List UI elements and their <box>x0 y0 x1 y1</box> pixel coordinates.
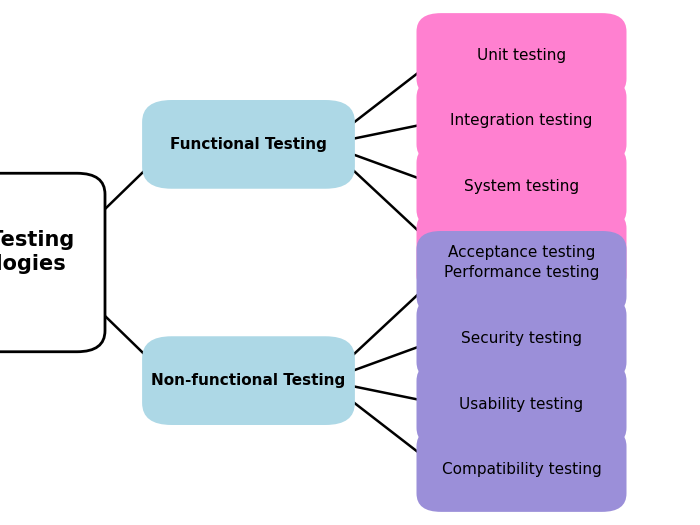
Text: Integration testing: Integration testing <box>450 113 593 128</box>
Text: System testing: System testing <box>464 179 579 194</box>
Text: Usability testing: Usability testing <box>459 397 584 412</box>
Text: Acceptance testing: Acceptance testing <box>448 245 595 259</box>
FancyBboxPatch shape <box>142 336 355 425</box>
FancyBboxPatch shape <box>416 13 626 97</box>
FancyBboxPatch shape <box>416 362 626 446</box>
Text: Unit testing: Unit testing <box>477 48 566 62</box>
FancyBboxPatch shape <box>416 144 626 228</box>
FancyBboxPatch shape <box>416 297 626 381</box>
Text: Compatibility testing: Compatibility testing <box>442 463 601 477</box>
Text: Functional Testing: Functional Testing <box>170 137 327 152</box>
Text: Security testing: Security testing <box>461 331 582 346</box>
Text: Types of Testing
Methodologies: Types of Testing Methodologies <box>0 230 74 274</box>
FancyBboxPatch shape <box>416 428 626 512</box>
Text: Non-functional Testing: Non-functional Testing <box>151 373 346 388</box>
Text: Performance testing: Performance testing <box>444 266 599 280</box>
FancyBboxPatch shape <box>0 173 105 352</box>
FancyBboxPatch shape <box>416 210 626 294</box>
FancyBboxPatch shape <box>142 100 355 189</box>
FancyBboxPatch shape <box>416 231 626 315</box>
FancyBboxPatch shape <box>416 79 626 163</box>
